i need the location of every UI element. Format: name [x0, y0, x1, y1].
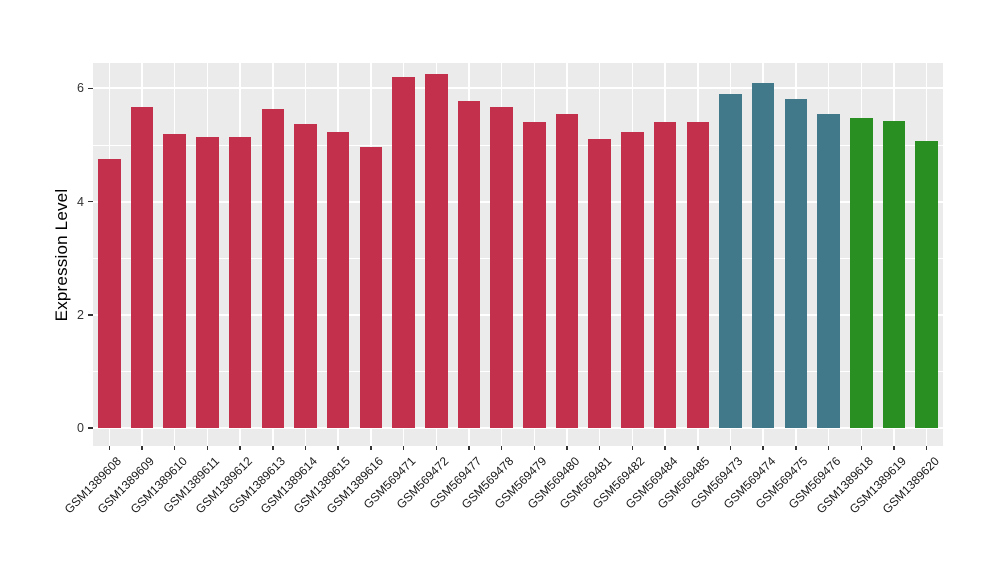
bar	[882, 121, 906, 428]
bar	[588, 139, 611, 428]
x-tick	[893, 446, 895, 450]
x-tick	[239, 446, 241, 450]
bar	[817, 113, 840, 428]
bar	[98, 159, 121, 428]
x-tick	[500, 446, 503, 450]
y-axis-tick-label: 4	[77, 194, 84, 209]
bar	[294, 123, 317, 428]
gridline-major	[93, 313, 943, 316]
x-tick	[272, 446, 274, 450]
bar	[261, 109, 285, 428]
bar	[523, 121, 546, 428]
bar	[326, 132, 350, 428]
y-tick	[88, 427, 93, 429]
bar	[653, 121, 677, 428]
y-axis-tick-label: 6	[77, 81, 84, 96]
x-tick	[860, 446, 863, 450]
gridline-major	[93, 427, 943, 429]
y-axis-title: Expression Level	[52, 188, 71, 322]
x-tick	[206, 446, 209, 450]
y-axis-tick-label: 2	[77, 307, 84, 322]
gridline-major	[93, 200, 943, 203]
bar	[555, 113, 579, 428]
x-tick	[402, 446, 405, 450]
bar	[719, 94, 742, 428]
gridline-minor	[93, 257, 943, 259]
bar	[163, 133, 186, 428]
x-tick	[925, 446, 928, 450]
bar	[196, 137, 219, 428]
bar	[359, 146, 383, 428]
x-tick	[304, 446, 307, 450]
x-tick	[566, 446, 568, 450]
bar	[686, 121, 710, 428]
x-tick	[435, 446, 438, 450]
y-tick	[88, 200, 93, 203]
bar	[425, 74, 448, 428]
bar	[392, 76, 415, 428]
x-tick	[729, 446, 732, 450]
x-tick	[108, 446, 111, 450]
bar	[751, 82, 775, 428]
y-tick	[88, 314, 93, 316]
x-tick	[533, 446, 536, 450]
gridline-minor	[93, 370, 943, 372]
bar	[457, 101, 481, 428]
x-tick	[370, 446, 372, 450]
gridline-major	[93, 87, 943, 90]
x-tick	[795, 446, 797, 450]
x-tick	[337, 446, 339, 450]
gridline-minor	[93, 144, 943, 146]
x-tick	[468, 446, 470, 450]
x-tick	[697, 446, 699, 450]
y-axis-tick-label: 0	[77, 421, 84, 435]
x-tick	[173, 446, 176, 450]
bar	[850, 117, 873, 428]
plot-panel	[93, 63, 943, 446]
y-tick	[88, 87, 93, 90]
x-tick	[631, 446, 634, 450]
x-tick	[141, 446, 143, 450]
bar	[621, 132, 644, 428]
bar	[130, 107, 154, 428]
x-tick	[598, 446, 601, 450]
bar	[228, 136, 252, 428]
bar	[784, 98, 808, 428]
x-tick	[827, 446, 830, 450]
bar	[915, 140, 938, 428]
x-tick	[664, 446, 666, 450]
x-tick	[762, 446, 764, 450]
bar	[490, 106, 513, 428]
